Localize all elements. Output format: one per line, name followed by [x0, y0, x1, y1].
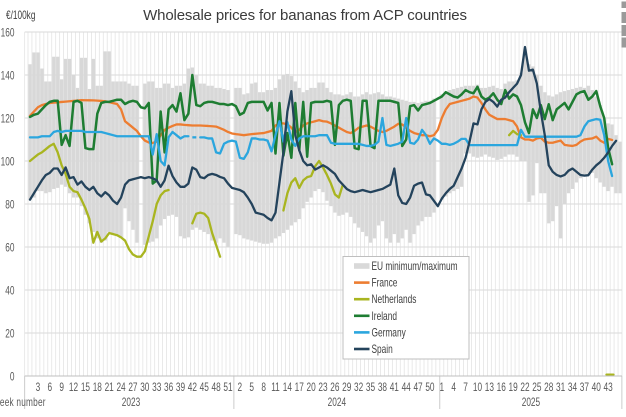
svg-text:Week number: Week number — [0, 397, 46, 410]
svg-text:Ireland: Ireland — [371, 311, 396, 324]
svg-text:2023: 2023 — [122, 397, 141, 410]
svg-text:0: 0 — [10, 371, 15, 384]
svg-text:11: 11 — [271, 382, 280, 395]
svg-text:2: 2 — [238, 382, 243, 395]
svg-text:2024: 2024 — [328, 397, 347, 410]
svg-text:50: 50 — [425, 382, 435, 395]
svg-text:140: 140 — [1, 70, 15, 83]
svg-text:France: France — [371, 277, 397, 290]
svg-text:30: 30 — [140, 382, 150, 395]
svg-text:2025: 2025 — [522, 397, 541, 410]
svg-text:EU minimum/maximum: EU minimum/maximum — [371, 261, 457, 274]
svg-text:19: 19 — [508, 382, 518, 395]
svg-text:40: 40 — [5, 285, 15, 298]
svg-text:Wholesale prices for bananas f: Wholesale prices for bananas from ACP co… — [143, 7, 467, 24]
svg-text:20: 20 — [307, 382, 317, 395]
svg-text:26: 26 — [330, 382, 340, 395]
svg-text:18: 18 — [93, 382, 103, 395]
svg-text:25: 25 — [532, 382, 542, 395]
svg-text:21: 21 — [105, 382, 115, 395]
svg-text:45: 45 — [200, 382, 210, 395]
svg-text:28: 28 — [544, 382, 554, 395]
svg-text:7: 7 — [463, 382, 468, 395]
svg-text:32: 32 — [354, 382, 364, 395]
svg-text:Netherlands: Netherlands — [371, 294, 416, 307]
svg-text:39: 39 — [176, 382, 186, 395]
svg-text:29: 29 — [342, 382, 352, 395]
svg-text:9: 9 — [59, 382, 64, 395]
svg-text:22: 22 — [520, 382, 530, 395]
svg-text:16: 16 — [497, 382, 507, 395]
svg-text:48: 48 — [211, 382, 221, 395]
svg-text:37: 37 — [580, 382, 590, 395]
svg-text:10: 10 — [473, 382, 483, 395]
svg-text:Spain: Spain — [371, 344, 392, 357]
svg-text:43: 43 — [604, 382, 614, 395]
svg-text:41: 41 — [390, 382, 400, 395]
svg-text:15: 15 — [81, 382, 91, 395]
svg-text:8: 8 — [261, 382, 266, 395]
svg-text:35: 35 — [366, 382, 376, 395]
svg-text:44: 44 — [402, 382, 412, 395]
svg-text:34: 34 — [568, 382, 578, 395]
svg-text:23: 23 — [318, 382, 328, 395]
svg-text:13: 13 — [485, 382, 495, 395]
svg-text:40: 40 — [592, 382, 602, 395]
svg-text:51: 51 — [223, 382, 233, 395]
svg-text:1: 1 — [440, 382, 445, 395]
svg-text:€/100kg: €/100kg — [6, 10, 35, 23]
svg-text:24: 24 — [116, 382, 126, 395]
svg-text:36: 36 — [164, 382, 174, 395]
svg-text:Germany: Germany — [371, 327, 405, 340]
svg-text:17: 17 — [295, 382, 305, 395]
svg-text:60: 60 — [5, 242, 15, 255]
svg-text:33: 33 — [152, 382, 162, 395]
svg-text:100: 100 — [1, 156, 15, 169]
svg-text:6: 6 — [47, 382, 52, 395]
svg-text:38: 38 — [378, 382, 388, 395]
svg-text:42: 42 — [188, 382, 198, 395]
svg-text:120: 120 — [1, 113, 15, 126]
svg-text:27: 27 — [128, 382, 138, 395]
svg-text:5: 5 — [249, 382, 254, 395]
svg-text:20: 20 — [5, 328, 15, 341]
svg-text:14: 14 — [283, 382, 293, 395]
svg-text:12: 12 — [69, 382, 79, 395]
svg-text:4: 4 — [451, 382, 456, 395]
svg-text:47: 47 — [413, 382, 423, 395]
svg-text:80: 80 — [5, 199, 15, 212]
svg-text:3: 3 — [36, 382, 41, 395]
svg-text:160: 160 — [1, 27, 15, 40]
svg-text:31: 31 — [556, 382, 566, 395]
